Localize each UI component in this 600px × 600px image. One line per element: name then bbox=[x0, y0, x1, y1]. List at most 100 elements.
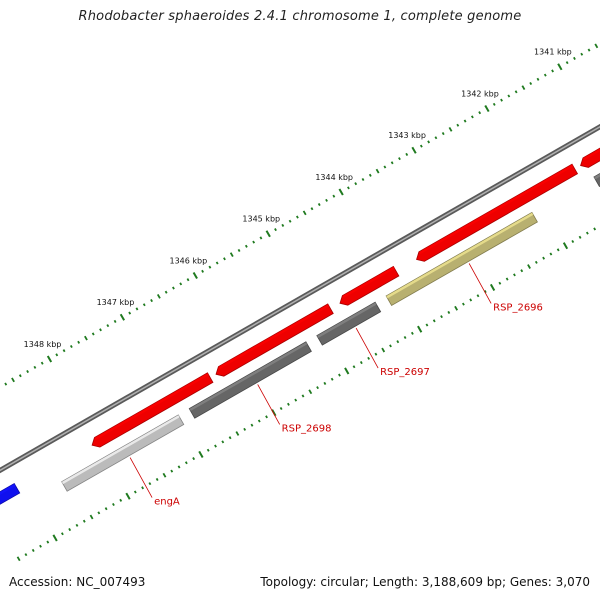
scale-tick-inner bbox=[162, 472, 167, 478]
gene-label-leader bbox=[257, 384, 281, 425]
gene-label-leader bbox=[129, 457, 153, 498]
scale-tick-inner bbox=[374, 352, 378, 356]
scale-tick-inner bbox=[520, 269, 524, 273]
scale-tick-outer bbox=[390, 161, 394, 165]
gene-feature[interactable] bbox=[91, 372, 214, 448]
scale-tick-label: 1346 kbp bbox=[170, 256, 208, 265]
gene-feature[interactable] bbox=[580, 133, 600, 168]
scale-tick-inner bbox=[243, 427, 247, 431]
scale-tick-outer bbox=[179, 282, 183, 286]
gene-arrow-forward[interactable] bbox=[339, 265, 400, 306]
scale-tick-outer bbox=[317, 203, 321, 207]
scale-tick-outer bbox=[398, 157, 401, 161]
scale-tick-outer bbox=[338, 188, 344, 196]
scale-tick-outer bbox=[368, 173, 372, 177]
scale-tick-outer bbox=[259, 236, 263, 240]
scale-tick-label: 1345 kbp bbox=[242, 215, 280, 224]
scale-tick-inner bbox=[279, 406, 283, 411]
scale-tick-outer bbox=[172, 286, 175, 290]
gene-bar-reverse[interactable] bbox=[316, 301, 382, 346]
scale-tick-outer bbox=[215, 261, 219, 265]
scale-tick-inner bbox=[403, 335, 407, 340]
scale-tick-outer bbox=[113, 319, 117, 323]
gene-label-leader bbox=[355, 327, 379, 369]
scale-tick-outer bbox=[514, 90, 518, 94]
gene-label[interactable]: RSP_2697 bbox=[380, 367, 430, 378]
scale-tick-inner bbox=[271, 409, 277, 417]
scale-tick-inner bbox=[593, 227, 597, 231]
scale-tick-outer bbox=[573, 56, 576, 60]
gene-bar-reverse[interactable] bbox=[385, 211, 538, 307]
scale-tick-inner bbox=[542, 256, 546, 260]
scale-tick-inner bbox=[323, 381, 327, 385]
gene-label[interactable]: RSP_2698 bbox=[282, 423, 332, 434]
scale-tick-outer bbox=[62, 349, 66, 353]
scale-tick-outer bbox=[192, 271, 198, 280]
scale-tick-outer bbox=[265, 230, 271, 238]
scale-tick-outer bbox=[543, 73, 547, 77]
gene-feature[interactable] bbox=[61, 414, 185, 492]
gene-feature[interactable] bbox=[188, 341, 312, 419]
scale-tick-outer bbox=[11, 377, 15, 383]
gene-label[interactable]: RSP_2696 bbox=[493, 302, 543, 313]
scale-tick-inner bbox=[359, 361, 363, 365]
scale-tick-inner bbox=[562, 242, 569, 250]
scale-tick-outer bbox=[252, 240, 256, 244]
gene-arrow-forward[interactable] bbox=[0, 482, 21, 584]
scale-tick-outer bbox=[40, 361, 44, 365]
scale-tick-outer bbox=[128, 311, 132, 315]
gene-arrow-forward[interactable] bbox=[215, 303, 334, 377]
scale-tick-outer bbox=[302, 210, 307, 216]
scale-tick-outer bbox=[135, 307, 139, 311]
scale-tick-outer bbox=[208, 265, 212, 269]
gene-label[interactable]: engA bbox=[154, 497, 180, 508]
scale-tick-outer bbox=[375, 168, 380, 174]
scale-tick-outer bbox=[4, 382, 8, 386]
gene-feature[interactable] bbox=[593, 152, 600, 188]
scale-tick-inner bbox=[534, 260, 538, 264]
scale-tick-inner bbox=[31, 548, 35, 552]
gene-feature[interactable] bbox=[316, 301, 382, 346]
scale-tick-inner bbox=[82, 519, 86, 523]
gene-features bbox=[0, 133, 600, 584]
scale-tick-outer bbox=[332, 194, 336, 198]
gene-arrow-forward[interactable] bbox=[416, 163, 579, 262]
scale-tick-outer bbox=[434, 136, 438, 140]
scale-tick-inner bbox=[257, 419, 261, 423]
gene-label-leader bbox=[468, 263, 492, 304]
scale-tick-outer bbox=[244, 244, 248, 248]
scale-tick-inner bbox=[381, 347, 386, 353]
scale-tick-inner bbox=[198, 450, 204, 458]
scale-tick-inner bbox=[125, 492, 131, 500]
gene-feature[interactable] bbox=[339, 265, 400, 306]
gene-feature[interactable] bbox=[0, 482, 21, 584]
gene-feature[interactable] bbox=[385, 211, 538, 307]
scale-tick-inner bbox=[454, 305, 459, 311]
scale-tick-outer bbox=[536, 77, 540, 81]
scale-tick-inner bbox=[462, 302, 465, 306]
scale-tick-outer bbox=[18, 374, 22, 378]
gene-feature[interactable] bbox=[215, 303, 334, 377]
scale-tick-outer bbox=[411, 146, 417, 154]
scale-tick-inner bbox=[119, 498, 123, 502]
scale-tick-outer bbox=[274, 228, 277, 232]
scale-tick-label: 1342 kbp bbox=[461, 89, 499, 98]
scale-tick-outer bbox=[507, 94, 511, 98]
scale-tick-outer bbox=[383, 165, 387, 169]
scale-tick-inner bbox=[75, 523, 79, 527]
scale-tick-inner bbox=[469, 298, 473, 302]
gene-highlight bbox=[342, 266, 395, 299]
gene-bar-reverse[interactable] bbox=[188, 341, 312, 419]
gene-arrow-forward[interactable] bbox=[91, 372, 214, 448]
scale-tick-inner bbox=[316, 386, 319, 390]
gene-feature[interactable] bbox=[416, 163, 579, 262]
scale-tick-outer bbox=[484, 104, 490, 113]
gene-bar-reverse[interactable] bbox=[61, 414, 185, 492]
scale-tick-outer bbox=[521, 85, 526, 91]
scale-tick-outer bbox=[46, 355, 53, 363]
scale-tick-outer bbox=[478, 111, 482, 115]
scale-tick-label: 1347 kbp bbox=[97, 298, 135, 307]
scale-tick-outer bbox=[55, 353, 59, 357]
scale-tick-inner bbox=[556, 248, 560, 252]
